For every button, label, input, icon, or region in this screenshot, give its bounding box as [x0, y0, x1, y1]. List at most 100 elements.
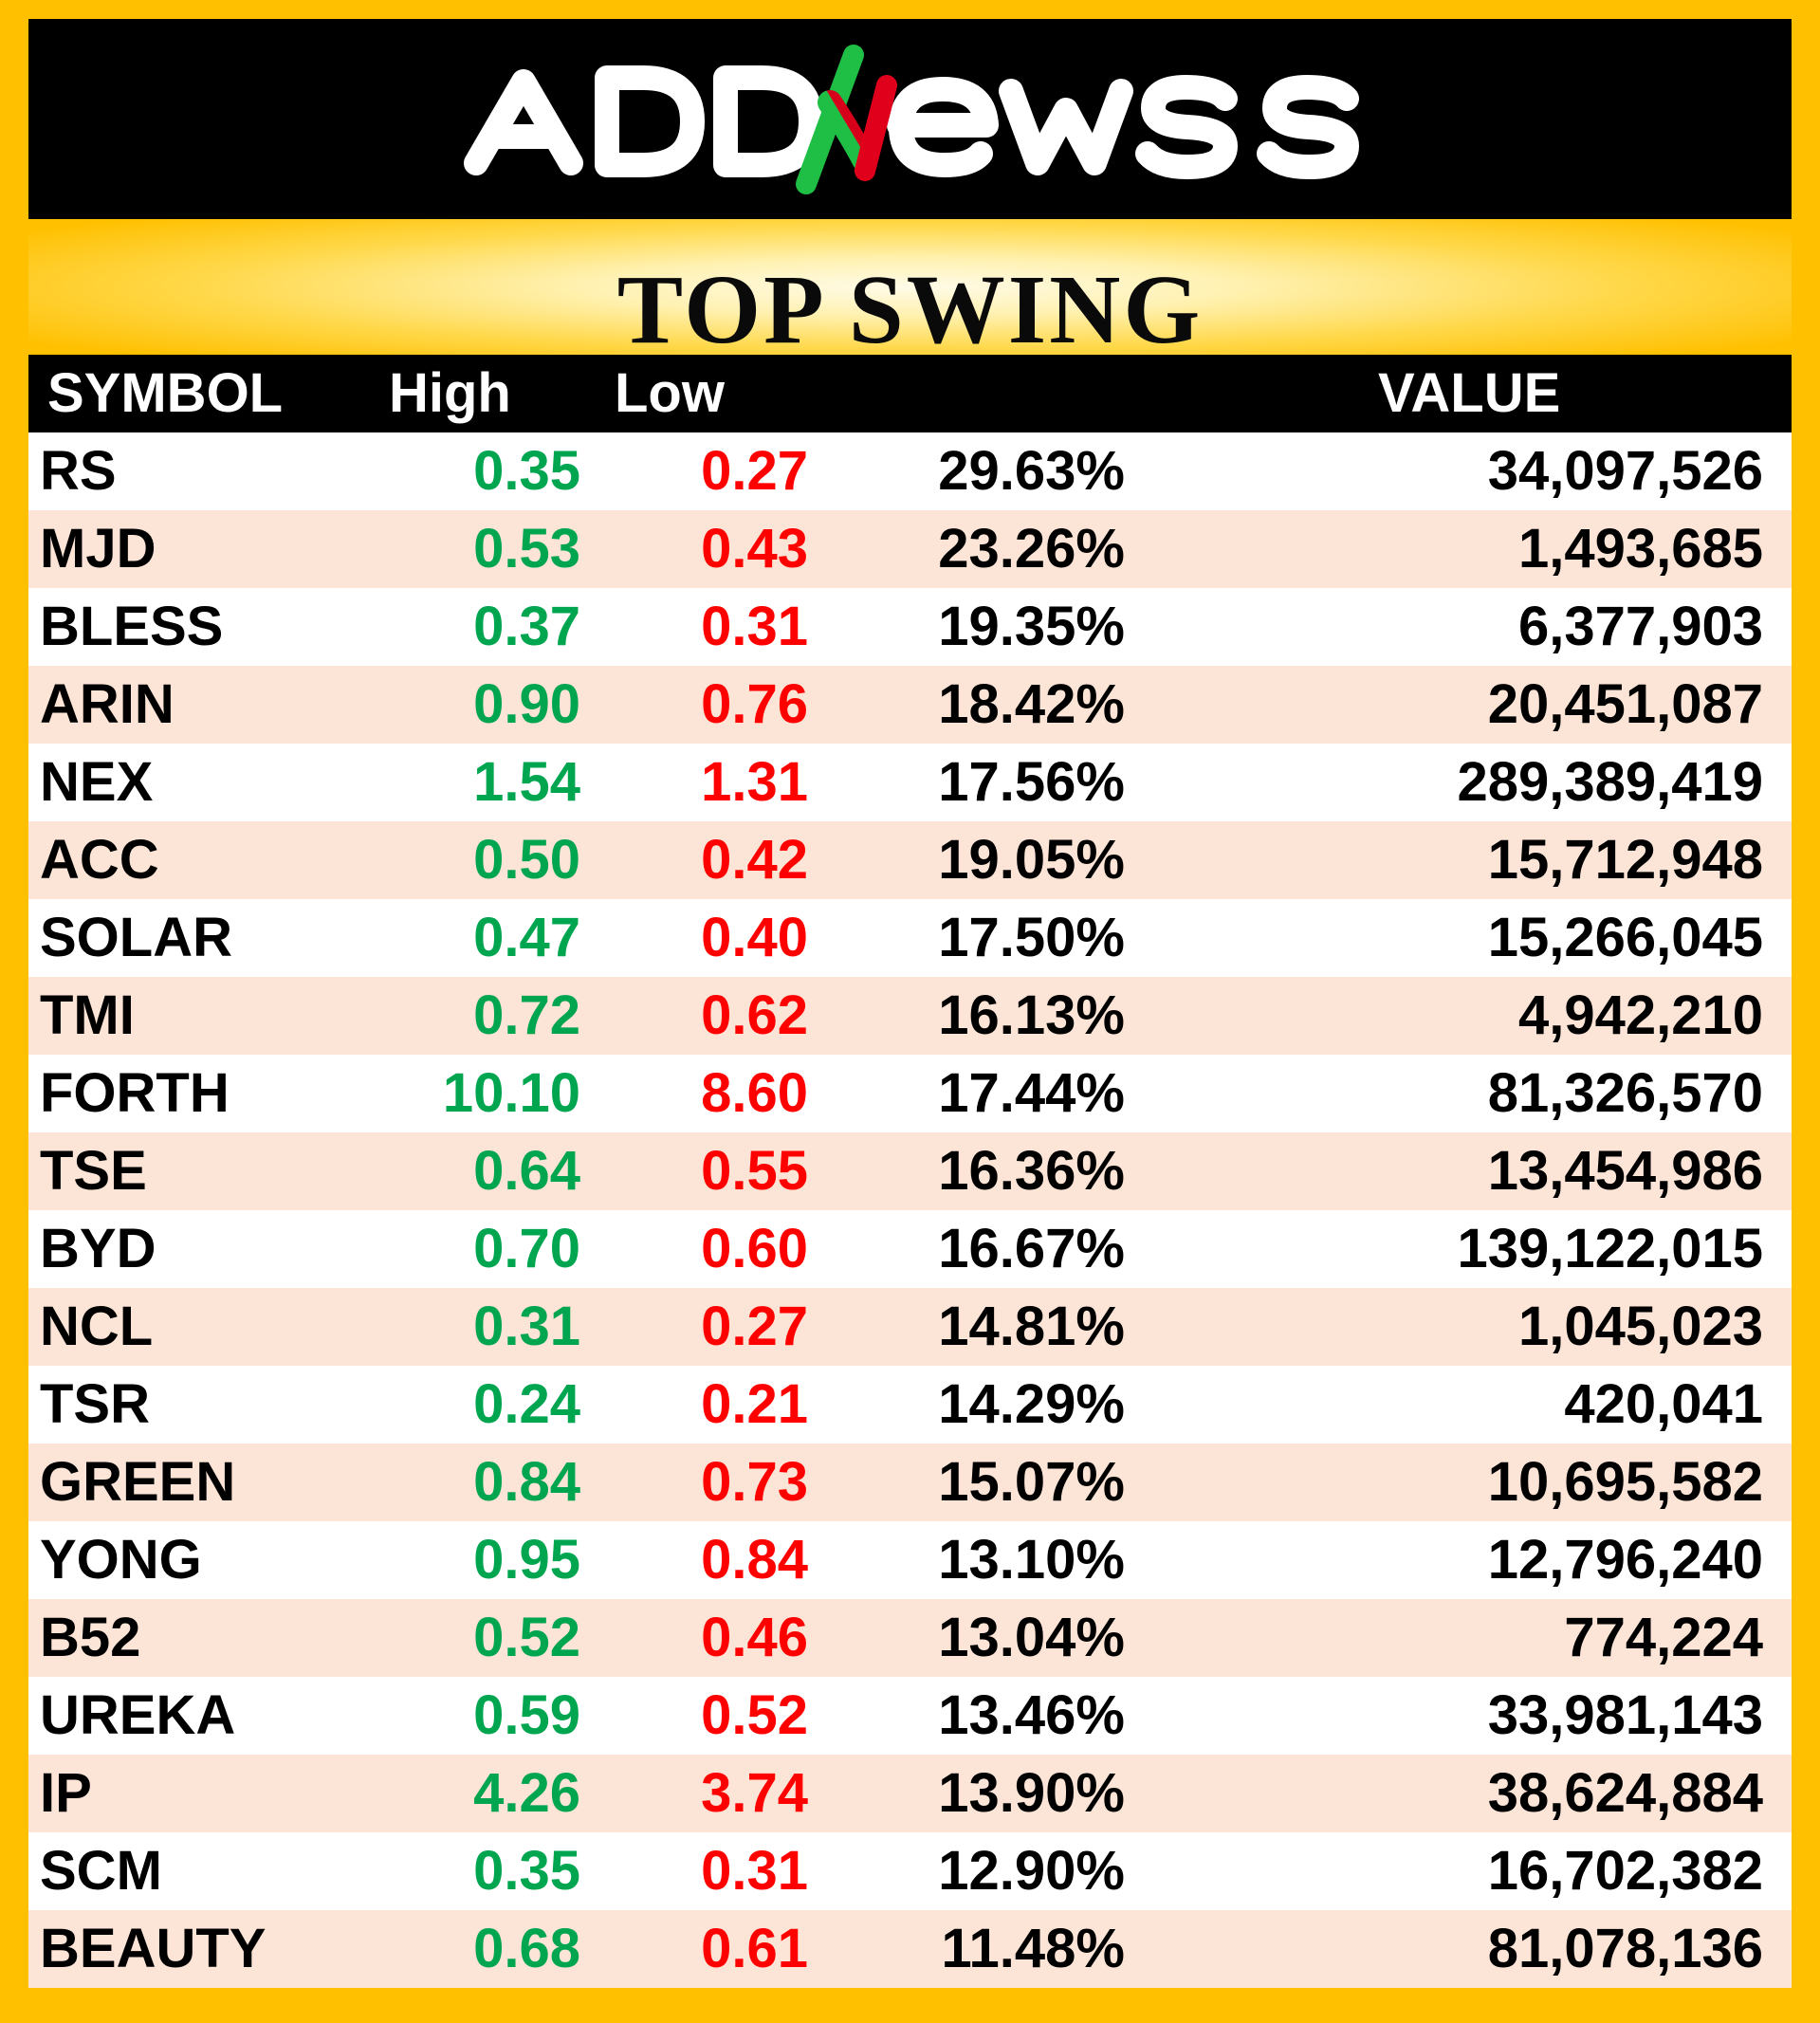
col-header-symbol: SYMBOL — [47, 362, 284, 424]
cell-pct: 16.67% — [938, 1218, 1125, 1279]
table-row: GREEN 0.84 0.73 15.07% 10,695,582 — [28, 1444, 1792, 1521]
cell-low: 0.84 — [701, 1529, 808, 1591]
cell-pct: 29.63% — [938, 440, 1125, 502]
table-row: IP 4.26 3.74 13.90% 38,624,884 — [28, 1755, 1792, 1832]
table-row: B52 0.52 0.46 13.04% 774,224 — [28, 1599, 1792, 1677]
cell-pct: 13.04% — [938, 1607, 1125, 1668]
cell-low: 0.40 — [701, 907, 808, 968]
cell-low: 0.42 — [701, 829, 808, 891]
cell-value: 20,451,087 — [1487, 673, 1763, 735]
cell-value: 15,712,948 — [1487, 829, 1763, 891]
table-row: TMI 0.72 0.62 16.13% 4,942,210 — [28, 977, 1792, 1055]
col-header-value: VALUE — [1378, 362, 1561, 424]
cell-symbol: IP — [40, 1762, 92, 1824]
cell-high: 0.72 — [473, 984, 580, 1046]
cell-low: 0.73 — [701, 1451, 808, 1513]
cell-value: 12,796,240 — [1487, 1529, 1763, 1591]
cell-value: 4,942,210 — [1517, 984, 1763, 1046]
cell-low: 0.31 — [701, 1840, 808, 1902]
cell-value: 774,224 — [1564, 1607, 1763, 1668]
table-row: NCL 0.31 0.27 14.81% 1,045,023 — [28, 1288, 1792, 1366]
col-header-pct — [882, 355, 1222, 432]
cell-value: 13,454,986 — [1487, 1140, 1763, 1202]
cell-symbol: GREEN — [40, 1451, 236, 1513]
cell-high: 0.35 — [473, 440, 580, 502]
table-row: SOLAR 0.47 0.40 17.50% 15,266,045 — [28, 899, 1792, 977]
cell-value: 420,041 — [1564, 1373, 1763, 1435]
table-row: YONG 0.95 0.84 13.10% 12,796,240 — [28, 1521, 1792, 1599]
cell-pct: 18.42% — [938, 673, 1125, 735]
addnewss-logo — [464, 45, 1359, 194]
cell-low: 0.27 — [701, 440, 808, 502]
table-row: BEAUTY 0.68 0.61 11.48% 81,078,136 — [28, 1910, 1792, 1988]
cell-high: 0.70 — [473, 1218, 580, 1279]
cell-symbol: FORTH — [40, 1062, 230, 1124]
cell-value: 6,377,903 — [1517, 596, 1763, 657]
table-row: TSR 0.24 0.21 14.29% 420,041 — [28, 1366, 1792, 1444]
cell-symbol: TMI — [40, 984, 135, 1046]
cell-symbol: RS — [40, 440, 117, 502]
cell-high: 0.35 — [473, 1840, 580, 1902]
col-header-high: High — [389, 362, 511, 424]
cell-value: 34,097,526 — [1487, 440, 1763, 502]
cell-value: 15,266,045 — [1487, 907, 1763, 968]
cell-high: 0.84 — [473, 1451, 580, 1513]
cell-low: 0.62 — [701, 984, 808, 1046]
cell-pct: 17.56% — [938, 751, 1125, 813]
cell-pct: 17.44% — [938, 1062, 1125, 1124]
cell-pct: 11.48% — [941, 1918, 1125, 1979]
cell-high: 0.52 — [473, 1607, 580, 1668]
cell-symbol: ARIN — [40, 673, 175, 735]
table-row: NEX 1.54 1.31 17.56% 289,389,419 — [28, 744, 1792, 821]
cell-low: 0.52 — [701, 1684, 808, 1746]
cell-high: 0.68 — [473, 1918, 580, 1979]
cell-pct: 19.05% — [938, 829, 1125, 891]
cell-low: 0.61 — [701, 1918, 808, 1979]
cell-pct: 15.07% — [938, 1451, 1125, 1513]
cell-value: 139,122,015 — [1457, 1218, 1763, 1279]
cell-symbol: BYD — [40, 1218, 156, 1279]
cell-symbol: TSR — [40, 1373, 150, 1435]
table-header: SYMBOL High Low VALUE — [28, 355, 1792, 432]
cell-symbol: ACC — [40, 829, 159, 891]
cell-symbol: NEX — [40, 751, 154, 813]
cell-low: 0.27 — [701, 1296, 808, 1357]
cell-symbol: TSE — [40, 1140, 147, 1202]
cell-symbol: MJD — [40, 518, 156, 579]
cell-high: 0.59 — [473, 1684, 580, 1746]
cell-value: 289,389,419 — [1457, 751, 1763, 813]
cell-pct: 19.35% — [938, 596, 1125, 657]
cell-high: 0.50 — [473, 829, 580, 891]
cell-pct: 13.46% — [938, 1684, 1125, 1746]
cell-value: 10,695,582 — [1487, 1451, 1763, 1513]
cell-low: 3.74 — [701, 1762, 808, 1824]
cell-pct: 23.26% — [938, 518, 1125, 579]
table-row: FORTH 10.10 8.60 17.44% 81,326,570 — [28, 1055, 1792, 1132]
cell-pct: 12.90% — [938, 1840, 1125, 1902]
cell-pct: 16.13% — [938, 984, 1125, 1046]
cell-low: 0.76 — [701, 673, 808, 735]
table-row: MJD 0.53 0.43 23.26% 1,493,685 — [28, 510, 1792, 588]
cell-low: 8.60 — [701, 1062, 808, 1124]
cell-high: 10.10 — [442, 1062, 580, 1124]
col-header-low: Low — [615, 362, 725, 424]
card-frame: TOP SWING SYMBOL High Low VALUE RS 0.35 0.… — [28, 19, 1792, 2005]
cell-high: 0.37 — [473, 596, 580, 657]
cell-value: 33,981,143 — [1487, 1684, 1763, 1746]
cell-high: 0.90 — [473, 673, 580, 735]
cell-symbol: YONG — [40, 1529, 202, 1591]
table-row: SCM 0.35 0.31 12.90% 16,702,382 — [28, 1832, 1792, 1910]
cell-low: 1.31 — [701, 751, 808, 813]
cell-high: 0.31 — [473, 1296, 580, 1357]
cell-pct: 17.50% — [938, 907, 1125, 968]
cell-symbol: SOLAR — [40, 907, 232, 968]
cell-pct: 13.10% — [938, 1529, 1125, 1591]
cell-value: 38,624,884 — [1487, 1762, 1763, 1824]
cell-low: 0.46 — [701, 1607, 808, 1668]
cell-pct: 16.36% — [938, 1140, 1125, 1202]
logo-bar — [28, 19, 1792, 219]
table-row: BLESS 0.37 0.31 19.35% 6,377,903 — [28, 588, 1792, 666]
cell-low: 0.60 — [701, 1218, 808, 1279]
cell-symbol: NCL — [40, 1296, 154, 1357]
cell-high: 0.47 — [473, 907, 580, 968]
